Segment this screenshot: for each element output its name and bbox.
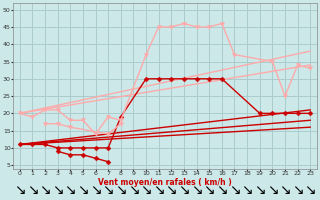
- X-axis label: Vent moyen/en rafales ( km/h ): Vent moyen/en rafales ( km/h ): [98, 178, 232, 187]
